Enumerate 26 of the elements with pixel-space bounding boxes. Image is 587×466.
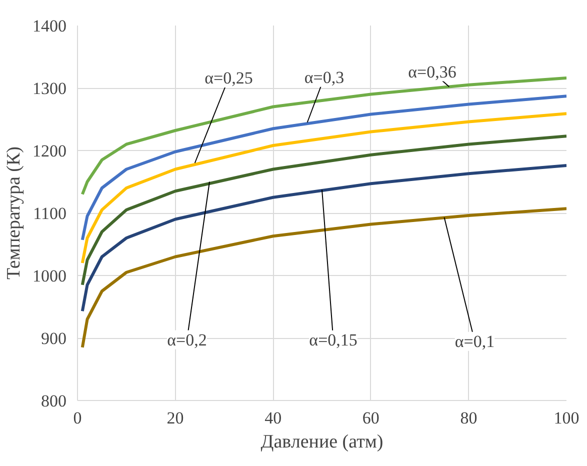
annotation: α=0,1 <box>454 332 495 351</box>
annotation: α=0,2 <box>167 330 207 350</box>
annotation: α=0,25 <box>204 68 253 88</box>
y-axis-title: Температура (К) <box>4 146 24 280</box>
x-tick-label: 0 <box>73 408 82 428</box>
y-tick-label: 1400 <box>32 16 66 36</box>
y-tick-label: 1100 <box>33 204 67 223</box>
x-tick-label: 20 <box>166 408 184 428</box>
y-tick-label: 800 <box>41 392 66 410</box>
annotation: α=0,15 <box>309 330 358 350</box>
x-tick-label: 40 <box>264 408 282 428</box>
annotation: α=0,3 <box>304 68 344 87</box>
y-tick-label: 1200 <box>32 142 66 160</box>
x-axis-title: Давление (атм) <box>260 432 384 452</box>
line-series <box>80 112 566 264</box>
y-tick-label: 900 <box>41 329 66 348</box>
line-series <box>80 94 566 242</box>
line-series <box>80 164 566 313</box>
line-series <box>80 134 566 286</box>
x-tick-label: 80 <box>460 408 478 428</box>
annotation: α=0,36 <box>408 62 456 82</box>
x-tick-label: 60 <box>362 408 380 428</box>
y-tick-label: 1300 <box>32 79 66 98</box>
y-tick-label: 1000 <box>32 266 66 286</box>
line-series <box>80 207 566 349</box>
x-tick-label: 100 <box>554 408 580 428</box>
